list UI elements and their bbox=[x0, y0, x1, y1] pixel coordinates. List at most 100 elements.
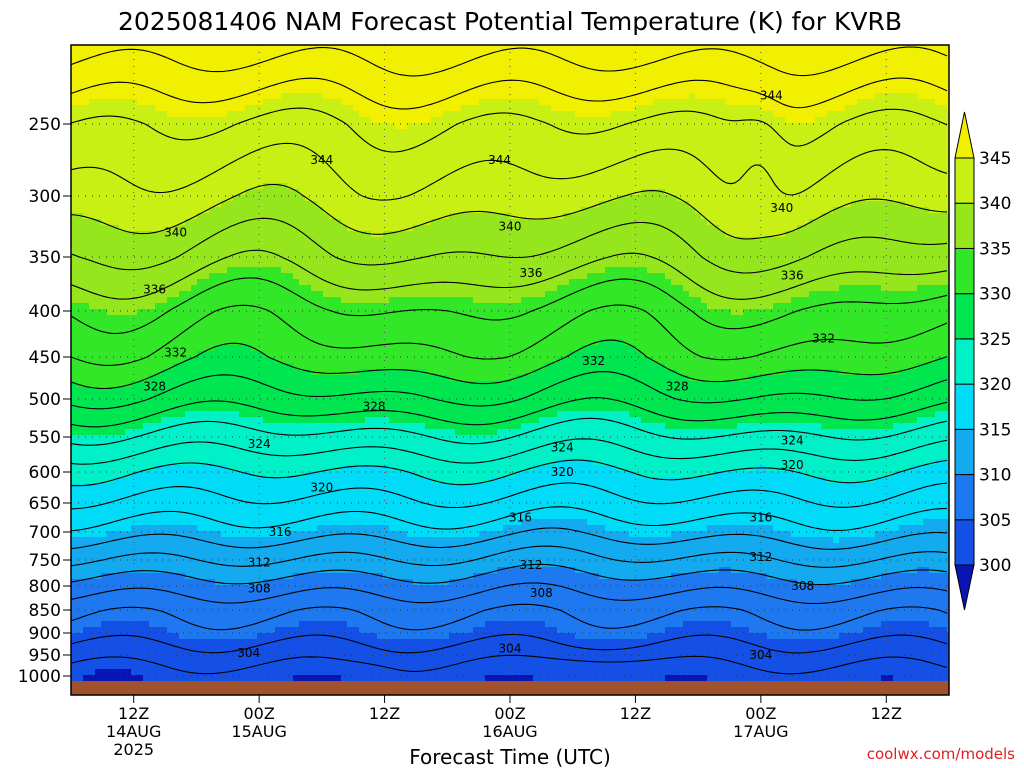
theta-cell bbox=[323, 291, 330, 298]
theta-cell bbox=[119, 411, 126, 418]
theta-cell bbox=[209, 669, 216, 676]
theta-cell bbox=[281, 633, 288, 640]
theta-cell bbox=[341, 189, 348, 196]
theta-cell bbox=[335, 561, 342, 568]
theta-cell bbox=[305, 657, 312, 664]
theta-cell bbox=[131, 99, 138, 106]
theta-cell bbox=[95, 357, 102, 364]
theta-cell bbox=[275, 663, 282, 670]
theta-cell bbox=[71, 201, 78, 208]
theta-cell bbox=[245, 519, 252, 526]
theta-cell bbox=[167, 177, 174, 184]
theta-cell bbox=[119, 603, 126, 610]
theta-cell bbox=[143, 117, 150, 124]
theta-cell bbox=[299, 555, 306, 562]
theta-cell bbox=[239, 495, 246, 502]
theta-cell bbox=[161, 501, 168, 508]
theta-cell bbox=[251, 225, 258, 232]
theta-cell bbox=[113, 567, 120, 574]
theta-cell bbox=[299, 603, 306, 610]
theta-cell bbox=[101, 585, 108, 592]
theta-cell bbox=[143, 171, 150, 178]
theta-cell bbox=[155, 243, 162, 250]
theta-cell bbox=[215, 147, 222, 154]
theta-cell bbox=[149, 417, 156, 424]
theta-cell bbox=[311, 183, 318, 190]
theta-cell bbox=[275, 267, 282, 274]
theta-cell bbox=[299, 369, 306, 376]
theta-cell bbox=[191, 45, 198, 52]
theta-cell bbox=[239, 45, 246, 52]
theta-cell bbox=[143, 363, 150, 370]
theta-cell bbox=[89, 147, 96, 154]
theta-cell bbox=[323, 345, 330, 352]
theta-cell bbox=[161, 483, 168, 490]
theta-cell bbox=[143, 579, 150, 586]
theta-cell bbox=[329, 207, 336, 214]
theta-cell bbox=[275, 633, 282, 640]
theta-cell bbox=[125, 93, 132, 100]
theta-cell bbox=[263, 189, 270, 196]
theta-cell bbox=[89, 111, 96, 118]
theta-cell bbox=[131, 477, 138, 484]
theta-cell bbox=[71, 615, 78, 622]
theta-cell bbox=[131, 423, 138, 430]
theta-cell bbox=[245, 381, 252, 388]
theta-cell bbox=[233, 537, 240, 544]
theta-cell bbox=[71, 609, 78, 616]
theta-cell bbox=[305, 117, 312, 124]
theta-cell bbox=[215, 231, 222, 238]
theta-cell bbox=[227, 567, 234, 574]
theta-cell bbox=[335, 477, 342, 484]
theta-cell bbox=[269, 147, 276, 154]
theta-cell bbox=[161, 549, 168, 556]
theta-cell bbox=[341, 213, 348, 220]
theta-cell bbox=[347, 375, 354, 382]
theta-cell bbox=[89, 615, 96, 622]
theta-cell bbox=[311, 477, 318, 484]
theta-cell bbox=[317, 51, 324, 58]
theta-cell bbox=[251, 231, 258, 238]
theta-cell bbox=[245, 129, 252, 136]
theta-cell bbox=[95, 135, 102, 142]
theta-cell bbox=[209, 279, 216, 286]
theta-cell bbox=[257, 327, 264, 334]
theta-cell bbox=[167, 213, 174, 220]
theta-cell bbox=[287, 501, 294, 508]
theta-cell bbox=[143, 51, 150, 58]
theta-cell bbox=[221, 645, 228, 652]
theta-cell bbox=[311, 573, 318, 580]
theta-cell bbox=[143, 531, 150, 538]
theta-cell bbox=[341, 177, 348, 184]
theta-cell bbox=[329, 609, 336, 616]
theta-cell bbox=[257, 243, 264, 250]
theta-cell bbox=[179, 207, 186, 214]
theta-cell bbox=[209, 249, 216, 256]
theta-cell bbox=[161, 669, 168, 676]
theta-cell bbox=[275, 501, 282, 508]
theta-cell bbox=[137, 123, 144, 130]
theta-cell bbox=[107, 123, 114, 130]
theta-cell bbox=[77, 249, 84, 256]
theta-cell bbox=[137, 615, 144, 622]
theta-cell bbox=[329, 273, 336, 280]
theta-cell bbox=[275, 51, 282, 58]
theta-cell bbox=[263, 387, 270, 394]
theta-cell bbox=[161, 93, 168, 100]
theta-cell bbox=[311, 195, 318, 202]
theta-cell bbox=[161, 585, 168, 592]
theta-cell bbox=[161, 627, 168, 634]
theta-cell bbox=[191, 393, 198, 400]
theta-cell bbox=[71, 291, 78, 298]
theta-cell bbox=[209, 597, 216, 604]
theta-cell bbox=[83, 573, 90, 580]
theta-cell bbox=[83, 609, 90, 616]
theta-cell bbox=[233, 555, 240, 562]
theta-cell bbox=[233, 363, 240, 370]
theta-cell bbox=[173, 153, 180, 160]
theta-cell bbox=[269, 663, 276, 670]
theta-cell bbox=[77, 663, 84, 670]
theta-cell bbox=[113, 243, 120, 250]
theta-cell bbox=[107, 459, 114, 466]
theta-cell bbox=[203, 351, 210, 358]
